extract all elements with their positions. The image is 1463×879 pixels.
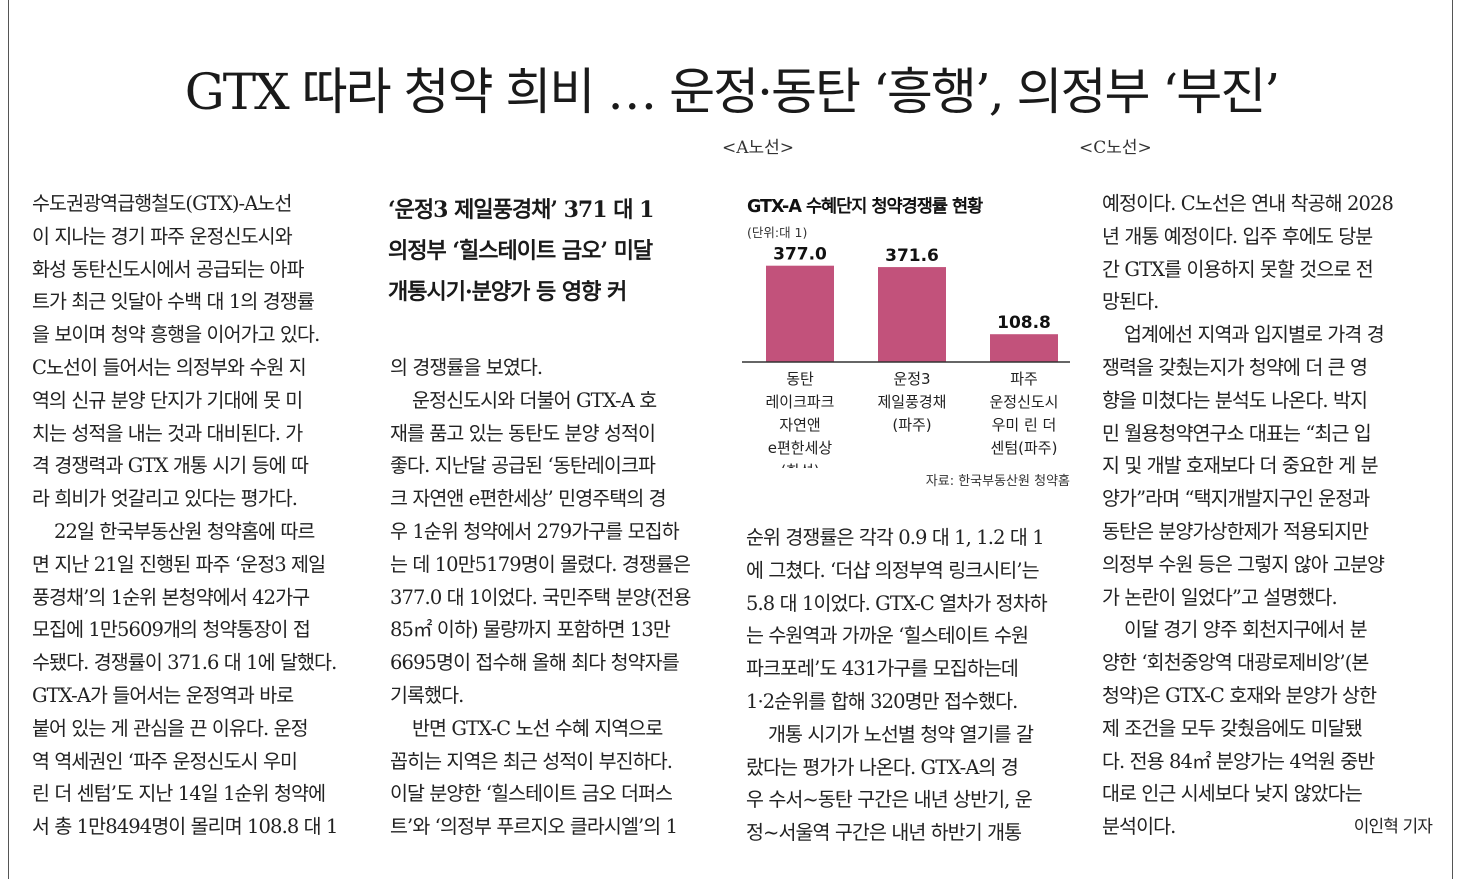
text-line: 순위 경쟁률은 각각 0.9 대 1, 1.2 대 1	[746, 526, 1045, 549]
text-line: 이달 경기 양주 회천지구에서 분	[1124, 618, 1368, 642]
text-line: 수도권광역급행철도(GTX)-A노선	[32, 192, 292, 215]
text-line: 다. 전용 84㎡ 분양가는 4억원 중반	[1102, 749, 1375, 773]
text-line: 서 총 1만8494명이 몰리며 108.8 대 1	[32, 815, 338, 839]
text-line: 85㎡ 이하) 물량까지 포함하면 13만	[390, 618, 671, 642]
text-line: 대로 인근 시세보다 낮지 않았다는	[1102, 782, 1363, 806]
text-line: 예정이다. C노선은 연내 착공해 2028	[1102, 192, 1394, 215]
text-line: 민 월용청약연구소 대표는 “최근 입	[1102, 421, 1372, 445]
text-line: 6695명이 접수해 올해 최다 청약자를	[390, 651, 680, 675]
chart-unit: (단위:대 1)	[747, 225, 808, 240]
bar-value-label: 377.0	[773, 245, 827, 265]
text-line: 청약)은 GTX-C 호재와 분양가 상한	[1102, 683, 1377, 707]
text-line: 에 그쳤다. ‘더샵 의정부역 링크시티’는	[746, 558, 1040, 582]
text-line: 트가 최근 잇달아 수백 대 1의 경쟁률	[32, 290, 315, 314]
text-line: 라 희비가 엇갈리고 있다는 평가다.	[32, 487, 298, 511]
text-line: 지 및 개발 호재보다 더 중요한 게 분	[1102, 454, 1379, 478]
chart-title: GTX-A 수혜단지 청약경쟁률 현황	[747, 197, 983, 217]
bar	[990, 334, 1058, 362]
text-line: 377.0 대 1이었다. 국민주택 분양(전용	[390, 585, 691, 609]
text-line: 화성 동탄신도시에서 공급되는 아파	[32, 257, 304, 281]
byline: 이인혁 기자	[1353, 817, 1433, 838]
text-line: 격 경쟁력과 GTX 개통 시기 등에 따	[32, 454, 309, 478]
article-column-3: 순위 경쟁률은 각각 0.9 대 1, 1.2 대 1 에 그쳤다. ‘더샵 의…	[746, 522, 1048, 850]
text-line: 역 역세권인 ‘파주 운정신도시 우미	[32, 749, 298, 773]
article-column-4: 예정이다. C노선은 연내 착공해 2028 년 개통 예정이다. 입주 후에도…	[1102, 188, 1433, 844]
text-line: 22일 한국부동산원 청약홈에 따르	[54, 519, 315, 543]
subheadline: ‘운정3 제일풍경채’ 371 대 1 의정부 ‘힐스테이트 금오’ 미달 개통…	[388, 190, 654, 313]
text-line: 향을 미쳤다는 분석도 나온다. 박지	[1102, 388, 1368, 412]
article-column-2: 의 경쟁률을 보였다. 운정신도시와 더불어 GTX-A 호 재를 품고 있는 …	[390, 352, 691, 844]
text-line: 린 더 센텀’도 지난 14일 1순위 청약에	[32, 782, 326, 806]
text-line-last: 분석이다.	[1102, 815, 1176, 839]
bar	[766, 265, 834, 362]
text-line: C노선이 들어서는 의정부와 수원 지	[32, 355, 307, 379]
text-line: 개통 시기가 노선별 청약 열기를 갈	[768, 722, 1034, 746]
text-line: 역의 신규 분양 단지가 기대에 못 미	[32, 388, 303, 412]
text-line: 쟁력을 갖췄는지가 청약에 더 큰 영	[1102, 355, 1368, 379]
text-line: 는 수원역과 가까운 ‘힐스테이트 수원	[746, 624, 1029, 648]
subheadline-line: ‘운정3 제일풍경채’ 371 대 1	[388, 197, 654, 223]
text-line: 1·2순위를 합해 320명만 접수했다.	[746, 689, 1018, 713]
bar-value-label: 371.6	[885, 246, 939, 266]
subheadline-line: 의정부 ‘힐스테이트 금오’ 미달	[388, 238, 653, 264]
text-line: 재를 품고 있는 동탄도 분양 성적이	[390, 421, 656, 445]
left-border	[8, 0, 9, 879]
right-border	[1452, 0, 1453, 879]
text-line: 제 조건을 모두 갖췄음에도 미달됐	[1102, 716, 1363, 740]
text-line: 좋다. 지난달 공급된 ‘동탄레이크파	[390, 454, 656, 478]
text-line: 반면 GTX-C 노선 수혜 지역으로	[412, 716, 663, 740]
text-line: 크 자연앤 e편한세상’ 민영주택의 경	[390, 487, 667, 511]
text-line: 는 데 10만5179명이 몰렸다. 경쟁률은	[390, 552, 691, 576]
text-line: 양한 ‘회천중앙역 대광로제비앙’(본	[1102, 651, 1369, 675]
bar-value-label: 108.8	[997, 313, 1051, 333]
text-line: 이달 분양한 ‘힐스테이트 금오 더퍼스	[390, 782, 673, 806]
text-line: 5.8 대 1이었다. GTX-C 열차가 정차하	[746, 591, 1048, 615]
text-line: 업계에선 지역과 입지별로 가격 경	[1124, 323, 1385, 347]
chart-source: 자료: 한국부동산원 청약홈	[925, 474, 1070, 489]
text-line: 의정부 수원 등은 그렇지 않아 고분양	[1102, 552, 1385, 576]
category-label: 운정3 제일풍경채 (파주)	[877, 370, 946, 434]
text-line: 망된다.	[1102, 290, 1159, 314]
article-column-1: 수도권광역급행철도(GTX)-A노선 이 지나는 경기 파주 운정신도시와 화성…	[32, 188, 338, 844]
text-line: 모집에 1만5609개의 청약통장이 접	[32, 618, 311, 642]
text-line: 간 GTX를 이용하지 못할 것으로 전	[1102, 257, 1374, 281]
subheadline-line: 개통시기·분양가 등 영향 커	[388, 279, 627, 305]
text-line: 풍경채’의 1순위 본청약에서 42가구	[32, 585, 310, 609]
text-line: 동탄은 분양가상한제가 적용되지만	[1102, 519, 1369, 543]
text-line: 이 지나는 경기 파주 운정신도시와	[32, 224, 293, 248]
text-line: 파크포레’도 431가구를 모집하는데	[746, 657, 1019, 681]
text-line: 꼽히는 지역은 최근 성적이 부진하다.	[390, 749, 673, 773]
text-line: 우 1순위 청약에서 279가구를 모집하	[390, 519, 680, 543]
text-line: 분석이다. 이인혁 기자	[1102, 811, 1433, 844]
text-line: 년 개통 예정이다. 입주 후에도 당분	[1102, 224, 1373, 248]
text-line: 면 지난 21일 진행된 파주 ‘운정3 제일	[32, 552, 326, 576]
bar	[878, 267, 946, 362]
text-line: 을 보이며 청약 흥행을 이어가고 있다.	[32, 323, 320, 347]
text-line: 랐다는 평가가 나온다. GTX-A의 경	[746, 755, 1019, 779]
category-label: 파주 운정신도시 우미 린 더 센텀(파주)	[989, 370, 1058, 457]
text-line: 정~서울역 구간은 내년 하반기 개통	[746, 821, 1022, 845]
text-line: 운정신도시와 더불어 GTX-A 호	[412, 388, 657, 412]
text-line: 치는 성적을 내는 것과 대비된다. 가	[32, 421, 303, 445]
text-line: 의 경쟁률을 보였다.	[390, 356, 543, 379]
text-line: 기록했다.	[390, 683, 464, 707]
annotation-c-line: <C노선>	[1079, 138, 1152, 158]
headline: GTX 따라 청약 희비 … 운정·동탄 ‘흥행’, 의정부 ‘부진’	[184, 63, 1280, 121]
text-line: 붙어 있는 게 관심을 끈 이유다. 운정	[32, 716, 309, 740]
text-line: 가 논란이 일었다”고 설명했다.	[1102, 585, 1338, 609]
text-line: 트’와 ‘의정부 푸르지오 클라시엘’의 1	[390, 815, 678, 839]
annotation-a-line: <A노선>	[722, 138, 795, 158]
text-line: 우 수서~동탄 구간은 내년 상반기, 운	[746, 788, 1033, 812]
text-line: 수됐다. 경쟁률이 371.6 대 1에 달했다.	[32, 651, 337, 675]
text-line: 양가”라며 “택지개발지구인 운정과	[1102, 487, 1370, 511]
text-line: GTX-A가 들어서는 운정역과 바로	[32, 683, 294, 707]
